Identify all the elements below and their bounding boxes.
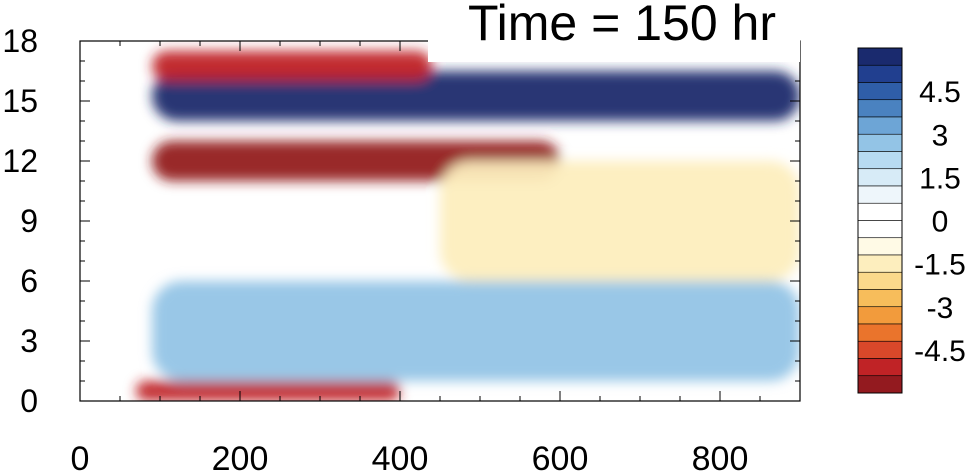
- y-tick-label: 15: [2, 83, 38, 119]
- heatmap-feature: [136, 381, 400, 401]
- heatmap-field: [136, 51, 800, 401]
- heatmap-feature: [152, 71, 800, 121]
- colorbar-box: [857, 271, 903, 290]
- colorbar-label: -1.5: [914, 249, 965, 282]
- colorbar-box: [857, 254, 903, 273]
- colorbar-box: [857, 151, 903, 170]
- x-tick-label: 800: [692, 440, 749, 473]
- y-tick-label: 18: [2, 23, 38, 59]
- colorbar: 4.5 3 1.5 0 -1.5 -3 -4.5: [857, 47, 965, 394]
- chart-title: Time = 150 hr: [468, 0, 776, 51]
- y-axis: 0 3 6 9 12 15 18: [2, 23, 800, 419]
- y-tick-label: 12: [2, 143, 38, 179]
- x-tick-label: 200: [212, 440, 269, 473]
- colorbar-box: [857, 99, 903, 118]
- y-tick-label: 0: [20, 383, 38, 419]
- y-tick-label: 9: [20, 203, 38, 239]
- colorbar-box: [857, 82, 903, 101]
- colorbar-label: 1.5: [919, 162, 961, 195]
- title-box: Time = 150 hr: [428, 0, 800, 62]
- colorbar-box: [857, 375, 903, 394]
- x-tick-label: 0: [71, 440, 90, 473]
- colorbar-box: [857, 323, 903, 342]
- colorbar-label: -4.5: [914, 335, 965, 368]
- colorbar-box: [857, 306, 903, 325]
- y-tick-label: 6: [20, 263, 38, 299]
- colorbar-box: [857, 133, 903, 152]
- heatmap-feature: [152, 281, 800, 381]
- colorbar-label: 3: [932, 119, 949, 152]
- plot-area: [79, 40, 801, 402]
- colorbar-box: [857, 220, 903, 239]
- colorbar-box: [857, 358, 903, 377]
- colorbar-box: [857, 185, 903, 204]
- colorbar-box: [857, 289, 903, 308]
- colorbar-label: 4.5: [919, 76, 961, 109]
- colorbar-box: [857, 64, 903, 83]
- x-tick-label: 600: [532, 440, 589, 473]
- x-tick-label: 400: [372, 440, 429, 473]
- colorbar-box: [857, 340, 903, 359]
- y-tick-label: 3: [20, 323, 38, 359]
- colorbar-box: [857, 47, 903, 66]
- colorbar-label: 0: [932, 206, 949, 239]
- heatmap-feature: [152, 51, 432, 81]
- colorbar-box: [857, 168, 903, 187]
- colorbar-box: [857, 202, 903, 221]
- colorbar-label: -3: [927, 292, 954, 325]
- x-axis: 0 200 400 600 800: [71, 41, 801, 473]
- heatmap-feature: [440, 161, 800, 281]
- colorbar-box: [857, 237, 903, 256]
- colorbar-box: [857, 116, 903, 135]
